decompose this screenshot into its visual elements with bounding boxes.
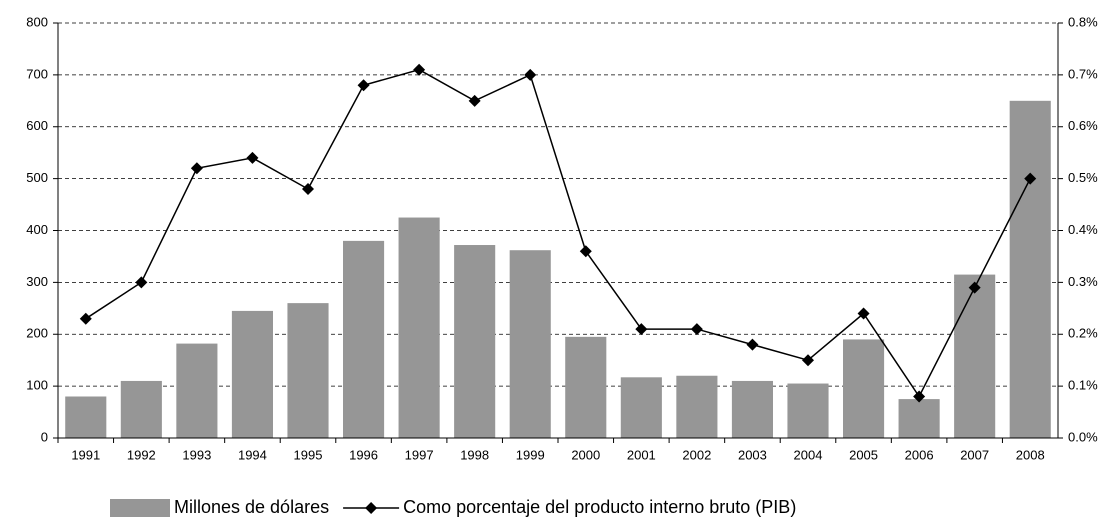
- y-tick-label: 400: [26, 222, 48, 237]
- bar: [620, 377, 662, 438]
- line-marker: [302, 183, 314, 195]
- line-marker: [1024, 172, 1037, 185]
- line-marker: [968, 281, 981, 294]
- x-tick-label: 1991: [71, 447, 100, 462]
- y2-tick-label: 0.2%: [1068, 326, 1098, 341]
- line-marker: [79, 312, 92, 325]
- line-marker: [635, 323, 648, 336]
- y-tick-label: 100: [26, 378, 48, 393]
- bar: [287, 303, 329, 438]
- x-tick-label: 1998: [460, 447, 489, 462]
- y2-tick-label: 0.1%: [1068, 378, 1098, 393]
- y-tick-label: 0: [41, 429, 48, 444]
- y2-tick-label: 0.8%: [1068, 14, 1098, 29]
- y2-tick-label: 0.4%: [1068, 222, 1098, 237]
- y2-tick-label: 0.6%: [1068, 118, 1098, 133]
- line-marker: [802, 354, 814, 367]
- line-marker: [524, 68, 537, 81]
- bar: [343, 240, 385, 438]
- bar: [731, 380, 773, 438]
- bar: [954, 274, 996, 438]
- legend: Millones de dólares Como porcentaje del p…: [110, 497, 796, 517]
- line-marker: [746, 338, 759, 351]
- bar: [120, 380, 162, 438]
- x-tick-label: 1994: [238, 447, 267, 462]
- line-marker: [246, 151, 259, 164]
- x-tick-label: 1992: [127, 447, 156, 462]
- y-tick-label: 300: [26, 274, 48, 289]
- bar: [398, 217, 440, 438]
- bar: [454, 245, 496, 438]
- y-tick-label: 800: [26, 14, 48, 29]
- bar: [65, 396, 107, 438]
- x-tick-label: 2007: [960, 447, 989, 462]
- legend-swatch: [110, 499, 170, 517]
- bar: [676, 375, 718, 438]
- legend-label: Millones de dólares: [174, 497, 329, 517]
- x-tick-label: 1999: [516, 447, 545, 462]
- x-tick-label: 2006: [905, 447, 934, 462]
- x-tick-label: 2004: [794, 447, 823, 462]
- bar: [565, 336, 607, 438]
- x-tick-label: 2003: [738, 447, 767, 462]
- line-marker: [190, 162, 203, 175]
- line-marker: [468, 94, 481, 107]
- line: [85, 68, 1031, 398]
- x-tick-label: 1993: [182, 447, 211, 462]
- line-marker: [913, 390, 926, 403]
- line-marker: [413, 63, 426, 76]
- bar: [1009, 100, 1051, 438]
- x-tick-label: 2008: [1016, 447, 1045, 462]
- line-marker: [135, 276, 148, 289]
- line-marker: [579, 245, 592, 258]
- x-tick-label: 2005: [849, 447, 878, 462]
- bar: [898, 399, 940, 438]
- y2-tick-label: 0.3%: [1068, 274, 1098, 289]
- x-tick-label: 2001: [627, 447, 656, 462]
- y-tick-label: 500: [26, 170, 48, 185]
- line-marker: [690, 323, 703, 336]
- y-tick-label: 700: [26, 66, 48, 81]
- x-tick-label: 1996: [349, 447, 378, 462]
- legend-marker: [365, 502, 378, 514]
- x-tick-label: 1995: [294, 447, 323, 462]
- bar: [787, 383, 829, 438]
- y-tick-label: 200: [26, 326, 48, 341]
- x-tick-label: 1997: [405, 447, 434, 462]
- line-marker: [857, 307, 870, 320]
- x-tick-label: 2000: [571, 447, 600, 462]
- bar: [231, 310, 273, 438]
- bar: [176, 343, 218, 438]
- bar: [843, 339, 885, 438]
- y-tick-label: 600: [26, 118, 48, 133]
- line-marker: [357, 79, 370, 92]
- legend-label: Como porcentaje del producto interno bru…: [403, 497, 796, 517]
- x-tick-label: 2002: [682, 447, 711, 462]
- y2-tick-label: 0.0%: [1068, 429, 1098, 444]
- y2-tick-label: 0.7%: [1068, 66, 1098, 81]
- y2-tick-label: 0.5%: [1068, 170, 1098, 185]
- bar: [509, 250, 551, 438]
